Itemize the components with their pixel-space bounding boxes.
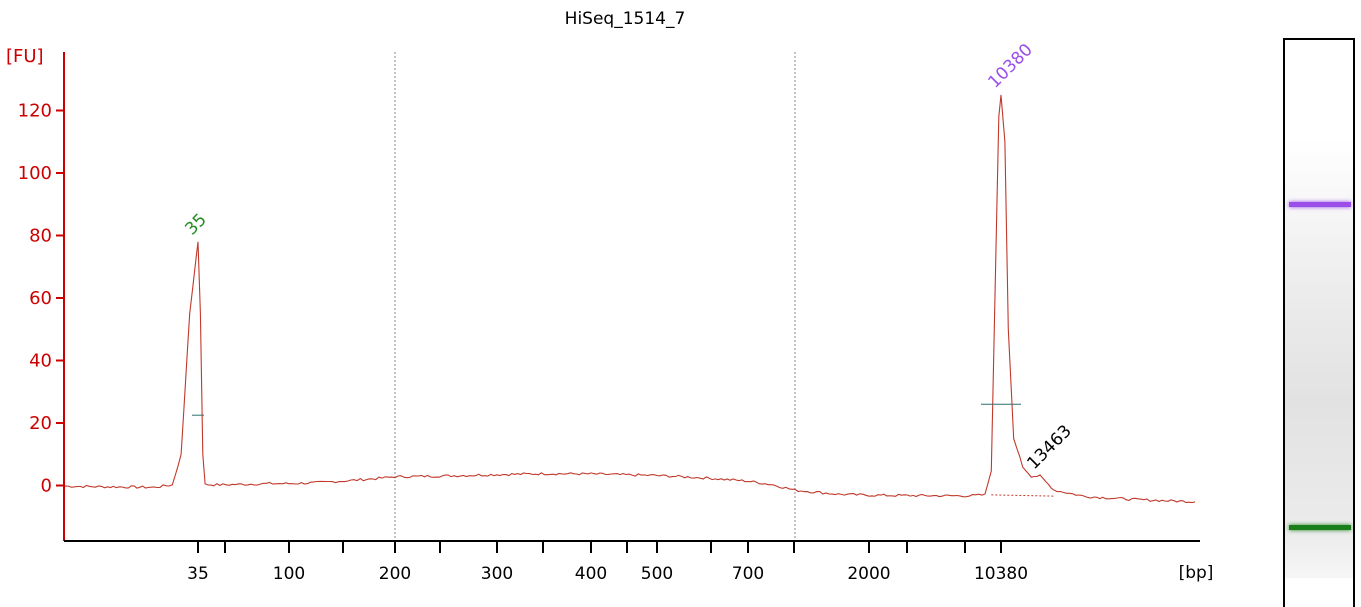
gel-lane xyxy=(1285,138,1353,578)
trace-line xyxy=(64,94,1196,504)
electropherogram-chart: HiSeq_1514_7 [FU] [bp] 0 20 40 60 80 100 120 3… xyxy=(6,9,1214,584)
chart-title: HiSeq_1514_7 xyxy=(565,9,686,29)
peak-baseline xyxy=(991,494,1055,497)
x-tick-label: 100 xyxy=(273,564,305,584)
x-tick-label: 400 xyxy=(575,564,607,584)
peak-label: 13463 xyxy=(1023,421,1075,473)
x-tick-label: 500 xyxy=(641,564,673,584)
peak-label: 10380 xyxy=(984,40,1036,92)
y-tick-label: 60 xyxy=(29,288,52,309)
peak-label: 35 xyxy=(181,210,210,239)
y-tick-label: 80 xyxy=(29,226,52,247)
y-tick-label: 20 xyxy=(29,413,52,434)
y-tick-label: 100 xyxy=(18,163,52,184)
x-tick-label: 35 xyxy=(187,564,209,584)
x-tick-label: 700 xyxy=(732,564,764,584)
y-axis: 0 20 40 60 80 100 120 xyxy=(18,52,65,541)
x-axis: 35 100 200 300 400 500 700 2000 10380 xyxy=(64,540,1200,584)
y-tick-label: 0 xyxy=(41,476,52,497)
trace xyxy=(64,94,1196,504)
x-tick-label: 2000 xyxy=(847,564,890,584)
gridlines xyxy=(394,52,796,541)
x-tick-label: 300 xyxy=(481,564,513,584)
y-tick-label: 120 xyxy=(18,101,52,122)
x-axis-label: [bp] xyxy=(1179,563,1214,583)
gel-band xyxy=(1289,202,1351,208)
y-tick-label: 40 xyxy=(29,351,52,372)
gel-image xyxy=(1283,38,1355,607)
x-tick-label: 10380 xyxy=(974,564,1028,584)
peak-annotations: 35 10380 13463 xyxy=(181,40,1076,497)
x-tick-label: 200 xyxy=(379,564,411,584)
gel-band xyxy=(1289,525,1351,531)
y-axis-label: [FU] xyxy=(6,46,44,67)
